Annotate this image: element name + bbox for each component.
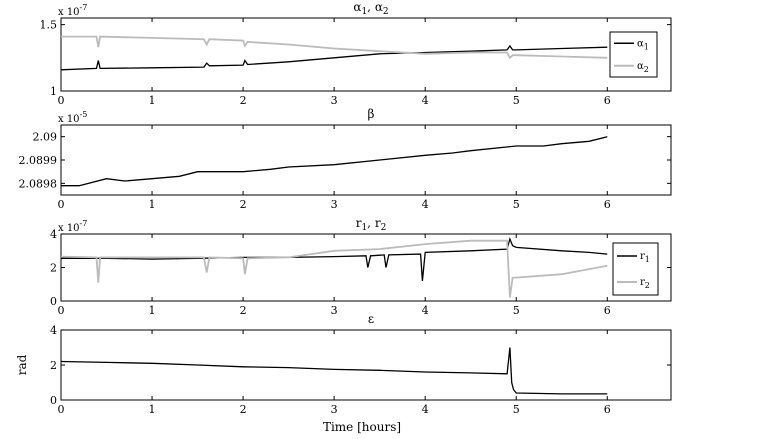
x-tick-label: 2 [240, 94, 247, 107]
y-tick-label: 1.5 [40, 19, 58, 32]
x-tick-label: 1 [149, 94, 156, 107]
series-line-r1 [61, 236, 608, 281]
legend-entry: α1 [637, 38, 649, 51]
legend-box [612, 242, 659, 296]
panel-title: β [368, 107, 375, 121]
y-tick-label: 2 [50, 262, 57, 275]
series-line-ε [60, 347, 608, 395]
legend-entry: α2 [637, 61, 649, 74]
panel-title: α1, α2 [353, 0, 388, 17]
x-tick-label: 2 [240, 403, 247, 416]
y-tick-label: 2.09 [33, 131, 58, 144]
x-axis-label: Time [hours] [323, 420, 401, 434]
legend: r1 r2 [612, 242, 659, 296]
x-tick-label: 6 [604, 94, 611, 107]
x-tick-label: 1 [149, 198, 156, 211]
x-tick-label: 0 [58, 403, 65, 416]
series-line-α2 [61, 35, 608, 60]
y-tick-label: 0 [50, 394, 57, 407]
chart-panel-2: 0 1 2 3 4 5 6 2.0898 2.0899 2.09x 10-5 β [19, 107, 672, 211]
x-tick-label: 5 [513, 403, 520, 416]
plot-frame [60, 124, 672, 196]
y-exponent-label: x 10-5 [58, 110, 87, 125]
plot-frame [60, 329, 672, 401]
y-tick-label: 4 [50, 228, 57, 241]
y-tick-label: 0 [50, 295, 57, 308]
x-tick-label: 3 [331, 304, 338, 317]
panel-title: ε [368, 312, 374, 326]
x-tick-label: 4 [422, 94, 429, 107]
x-tick-label: 5 [513, 304, 520, 317]
x-tick-label: 4 [422, 403, 429, 416]
panel-title: r1, r2 [356, 216, 387, 233]
series-line-r2 [60, 239, 608, 298]
plot-frame [60, 17, 672, 92]
legend: α1 α2 [609, 31, 658, 78]
x-tick-label: 3 [331, 403, 338, 416]
x-tick-label: 6 [604, 304, 611, 317]
x-tick-label: 1 [149, 304, 156, 317]
x-tick-label: 5 [513, 94, 520, 107]
y-tick-label: 4 [50, 324, 57, 337]
x-tick-label: 4 [422, 304, 429, 317]
series-line-β [61, 136, 608, 187]
y-axis-label: rad [15, 354, 29, 375]
plot-frame [60, 233, 672, 302]
x-tick-label: 6 [604, 198, 611, 211]
x-tick-label: 0 [58, 304, 65, 317]
x-tick-label: 6 [604, 403, 611, 416]
y-exponent-label: x 10-7 [58, 219, 87, 234]
legend-box [609, 31, 658, 78]
x-tick-label: 4 [422, 198, 429, 211]
x-tick-label: 2 [240, 304, 247, 317]
x-tick-label: 1 [149, 403, 156, 416]
x-tick-label: 2 [240, 198, 247, 211]
x-tick-label: 5 [513, 198, 520, 211]
chart-panel-4: 0 1 2 3 4 5 6 0 2 4 ε rad [15, 312, 672, 416]
x-tick-label: 3 [331, 198, 338, 211]
series-line-α1 [60, 44, 608, 71]
y-tick-label: 2.0898 [19, 177, 58, 190]
legend-entry: r1 [640, 251, 650, 264]
y-tick-label: 1 [50, 85, 57, 98]
x-tick-label: 3 [331, 94, 338, 107]
x-tick-label: 0 [58, 94, 65, 107]
y-exponent-label: x 10-7 [58, 3, 87, 18]
y-tick-label: 2.0899 [19, 154, 58, 167]
x-tick-label: 0 [58, 198, 65, 211]
legend-entry: r2 [640, 277, 650, 290]
y-tick-label: 2 [50, 359, 57, 372]
